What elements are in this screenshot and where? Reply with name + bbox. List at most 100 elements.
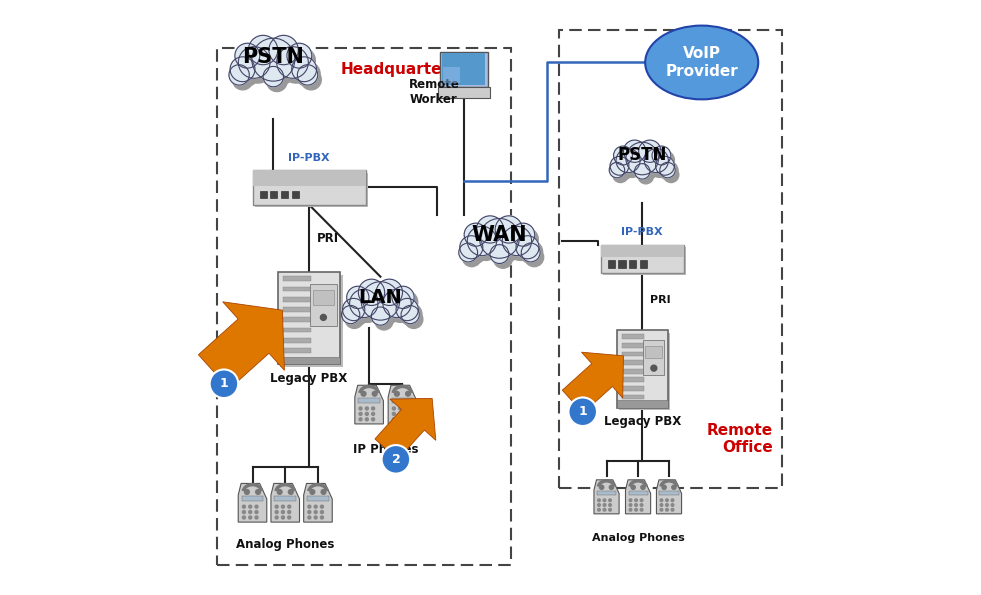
Circle shape: [659, 161, 678, 180]
Circle shape: [462, 248, 482, 267]
Bar: [260, 191, 267, 199]
Circle shape: [405, 418, 408, 421]
Bar: [275, 496, 296, 501]
Bar: [618, 260, 626, 268]
Circle shape: [613, 146, 633, 165]
Circle shape: [609, 504, 611, 506]
Circle shape: [244, 490, 249, 494]
Bar: [255, 173, 368, 207]
Circle shape: [365, 418, 368, 421]
Text: PRI: PRI: [650, 296, 671, 305]
Circle shape: [346, 286, 369, 309]
Polygon shape: [656, 480, 682, 514]
Circle shape: [321, 505, 324, 508]
Circle shape: [613, 161, 633, 180]
Circle shape: [234, 43, 260, 68]
Text: WAN: WAN: [472, 225, 527, 245]
Bar: [617, 400, 667, 408]
Circle shape: [342, 299, 365, 321]
Bar: [442, 53, 486, 85]
Circle shape: [666, 509, 668, 511]
Circle shape: [609, 499, 611, 502]
Circle shape: [405, 407, 408, 410]
Circle shape: [525, 248, 543, 267]
Bar: [617, 330, 667, 408]
Circle shape: [603, 509, 606, 511]
Circle shape: [295, 61, 320, 86]
Circle shape: [353, 294, 382, 322]
Bar: [645, 346, 662, 358]
Bar: [439, 52, 488, 87]
Polygon shape: [355, 386, 384, 424]
Circle shape: [498, 221, 526, 248]
Circle shape: [463, 240, 487, 264]
Circle shape: [471, 231, 500, 261]
Circle shape: [468, 228, 490, 251]
Circle shape: [613, 167, 628, 183]
Circle shape: [627, 145, 649, 167]
Circle shape: [638, 168, 653, 184]
Circle shape: [635, 509, 638, 511]
Bar: [622, 386, 645, 391]
Circle shape: [231, 57, 255, 82]
Circle shape: [321, 314, 327, 320]
Circle shape: [515, 228, 539, 251]
Bar: [313, 290, 334, 305]
Circle shape: [308, 511, 311, 513]
Circle shape: [275, 516, 279, 519]
Bar: [443, 67, 460, 83]
Circle shape: [256, 490, 260, 494]
Text: Headquarters: Headquarters: [340, 62, 458, 77]
Circle shape: [650, 365, 657, 371]
Circle shape: [321, 490, 326, 494]
Circle shape: [255, 516, 258, 519]
Circle shape: [275, 505, 279, 508]
Text: 2: 2: [391, 453, 400, 466]
Bar: [640, 260, 647, 268]
Circle shape: [263, 67, 284, 87]
Bar: [283, 287, 311, 292]
Circle shape: [383, 289, 411, 318]
Circle shape: [392, 407, 395, 410]
Bar: [603, 247, 687, 275]
Bar: [252, 170, 366, 186]
Circle shape: [629, 504, 632, 506]
Circle shape: [278, 490, 282, 494]
Circle shape: [483, 223, 523, 263]
Circle shape: [396, 299, 418, 321]
Circle shape: [282, 505, 284, 508]
Text: Analog Phones: Analog Phones: [592, 533, 685, 543]
Circle shape: [399, 303, 422, 325]
Bar: [282, 191, 288, 199]
Circle shape: [635, 499, 638, 502]
Circle shape: [660, 509, 663, 511]
Text: PRI: PRI: [317, 231, 338, 245]
Bar: [252, 170, 366, 205]
Circle shape: [631, 485, 636, 490]
Circle shape: [255, 43, 298, 86]
Circle shape: [495, 216, 523, 243]
Circle shape: [398, 412, 401, 415]
Circle shape: [288, 490, 293, 494]
Circle shape: [277, 46, 308, 79]
Circle shape: [248, 35, 278, 65]
Circle shape: [267, 71, 287, 92]
Circle shape: [345, 310, 363, 328]
Circle shape: [359, 407, 362, 410]
Text: 1: 1: [579, 405, 587, 418]
Polygon shape: [238, 483, 267, 522]
Circle shape: [281, 51, 312, 83]
Circle shape: [252, 40, 282, 70]
Circle shape: [648, 154, 672, 177]
Circle shape: [480, 221, 507, 248]
Bar: [307, 496, 329, 501]
Text: IP-PBX: IP-PBX: [621, 227, 663, 237]
Circle shape: [620, 154, 644, 177]
Circle shape: [629, 509, 632, 511]
Circle shape: [672, 485, 676, 490]
Bar: [358, 398, 380, 403]
Circle shape: [660, 499, 663, 502]
Circle shape: [464, 223, 488, 246]
Circle shape: [635, 164, 650, 179]
Circle shape: [286, 43, 312, 68]
